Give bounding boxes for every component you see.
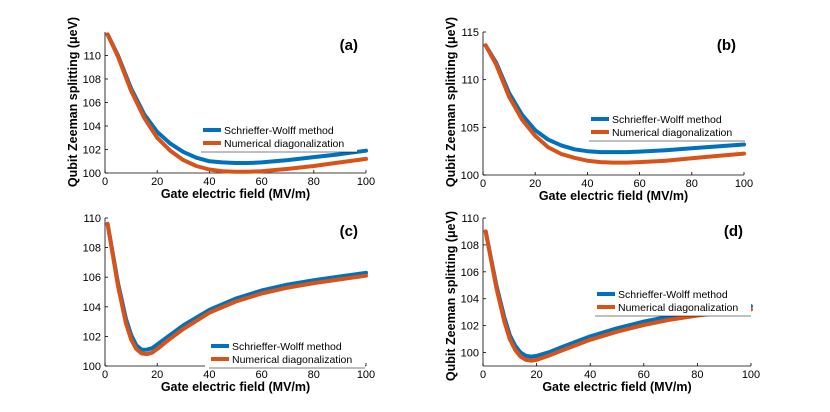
y-tick-label: 104 [83,302,101,314]
x-axis-label: Gate electric field (MV/m) [542,380,691,394]
series-line [105,221,368,352]
y-tick-label: 110 [461,213,479,225]
panel-label: (a) [340,37,358,54]
panel-label: (b) [717,37,736,54]
x-axis-label: Gate electric field (MV/m) [161,187,310,201]
series-line [105,32,368,174]
x-tick-label: 20 [151,176,163,188]
y-tick-label: 100 [83,168,101,180]
y-tick-label: 102 [83,331,101,343]
chart-panel: 0 20 40 60 80 100 100 102 104 106 108 110 Gate elect… [444,211,760,394]
y-tick-label: 102 [461,321,479,333]
series-line [483,43,746,165]
x-axis-label: Gate electric field (MV/m) [539,189,688,203]
x-tick-label: 20 [151,369,163,381]
y-tick-label: 102 [83,145,101,157]
x-tick-label: 100 [357,176,375,188]
y-tick-label: 108 [83,243,101,255]
x-tick-label: 80 [308,176,320,188]
y-tick-label: 100 [83,361,101,373]
x-tick-label: 60 [255,369,267,381]
y-tick-label: 110 [461,75,479,87]
legend-label: Schrieffer-Wolff method [618,289,728,301]
x-tick-label: 100 [357,369,375,381]
series-line [483,43,746,155]
legend-box [585,111,745,141]
y-tick-label: 104 [83,121,101,133]
x-tick-label: 40 [203,369,215,381]
y-tick-label: 100 [461,348,479,360]
legend-label: Numerical diagonalization [232,354,352,366]
y-axis-label: Qubit Zeeman splitting (μeV) [66,17,80,187]
panel-label: (d) [724,223,743,240]
panel-label: (c) [340,223,358,240]
x-tick-label: 0 [102,176,108,188]
x-tick-label: 80 [691,369,703,381]
x-tick-label: 60 [633,178,645,190]
x-tick-label: 80 [686,178,698,190]
x-tick-label: 0 [102,369,108,381]
x-tick-label: 40 [581,178,593,190]
y-tick-label: 108 [461,240,479,252]
legend-label: Schrieffer-Wolff method [612,114,722,126]
legend-label: Numerical diagonalization [224,138,344,150]
legend-label: Numerical diagonalization [618,302,738,314]
legend-box [197,122,357,152]
y-tick-label: 115 [461,27,479,39]
x-tick-label: 60 [255,176,267,188]
x-tick-label: 20 [530,369,542,381]
y-tick-label: 106 [83,272,101,284]
y-tick-label: 100 [461,170,479,182]
y-tick-label: 106 [461,267,479,279]
x-tick-label: 0 [480,369,486,381]
x-tick-label: 20 [529,178,541,190]
y-tick-label: 104 [461,294,479,306]
y-tick-label: 110 [83,51,101,63]
legend-box [591,286,751,316]
legend-label: Numerical diagonalization [612,127,732,139]
x-axis-label: Gate electric field (MV/m) [161,380,310,394]
x-tick-label: 40 [584,369,596,381]
series-line [483,229,753,363]
x-tick-label: 100 [742,369,760,381]
chart-panel: 0 20 40 60 80 100 100 102 104 106 108 110 Gate elect… [66,17,375,201]
legend-label: Schrieffer-Wolff method [232,341,342,353]
x-tick-label: 60 [638,369,650,381]
x-tick-label: 40 [203,176,215,188]
x-tick-label: 80 [308,369,320,381]
chart-panel: 0 20 40 60 80 100 100 105 110 115 Gate electric fi… [444,17,753,203]
chart-panel: 0 20 40 60 80 100 100 102 104 106 108 110 Gate elect… [83,213,376,394]
y-axis-label: Qubit Zeeman splitting (μeV) [444,17,458,187]
y-tick-label: 110 [83,213,101,225]
legend-box [205,338,365,368]
y-axis-label: Qubit Zeeman splitting (μeV) [444,211,458,381]
legend-label: Schrieffer-Wolff method [224,125,334,137]
y-tick-label: 105 [461,122,479,134]
y-tick-label: 106 [83,98,101,110]
series-line [105,221,368,357]
x-tick-label: 100 [735,178,753,190]
x-tick-label: 0 [480,178,486,190]
y-tick-label: 108 [83,74,101,86]
